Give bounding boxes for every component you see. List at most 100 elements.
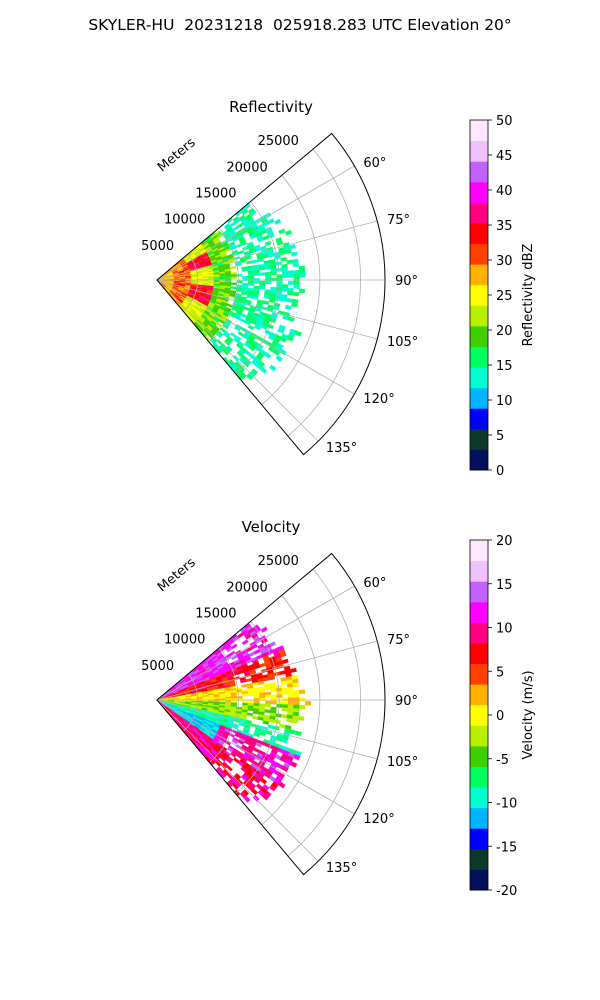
data-cell (282, 697, 289, 702)
range-ring (209, 647, 239, 763)
data-cell (213, 277, 220, 280)
data-cell (247, 707, 254, 712)
colorbar-segment (470, 202, 488, 224)
range-tick-label: 20000 (226, 580, 267, 595)
data-cell (253, 700, 260, 704)
data-cell (232, 355, 240, 362)
data-cell (253, 698, 260, 702)
data-cell (251, 259, 259, 264)
data-cell (243, 795, 251, 803)
data-cell (281, 707, 289, 712)
reflectivity-panel: Reflectivity60°75°90°105°120°135°5000100… (141, 98, 536, 479)
data-cell (267, 724, 275, 730)
data-cell (259, 662, 266, 668)
data-cell (265, 700, 272, 705)
data-cell (281, 765, 289, 773)
data-cell (281, 658, 289, 665)
data-cell (270, 271, 277, 276)
colorbar-segment (470, 264, 488, 286)
colorbar-tick-label: 45 (496, 149, 513, 164)
colorbar-tick-label: 40 (496, 184, 513, 199)
data-cell (236, 280, 243, 284)
data-cell (215, 332, 222, 338)
data-cell (284, 304, 292, 310)
radial-spoke (156, 699, 355, 815)
data-cell (269, 364, 277, 372)
data-cell (242, 245, 249, 251)
angle-tick-label: 135° (326, 861, 357, 876)
colorbar-segment (470, 161, 488, 183)
colorbar-segment (470, 346, 488, 368)
data-cell (270, 700, 277, 705)
data-cell (282, 274, 289, 278)
colorbar-tick-label: -20 (496, 884, 517, 899)
range-tick-label: 10000 (164, 633, 205, 648)
data-cell (259, 286, 266, 290)
data-cell (249, 210, 257, 217)
panel-title: Velocity (242, 518, 301, 536)
data-cell (289, 244, 297, 250)
data-cell (281, 287, 289, 292)
range-tick-label: 5000 (141, 239, 174, 254)
data-cell (242, 700, 249, 704)
data-cell (264, 685, 271, 690)
data-cell (259, 697, 266, 702)
data-cell (247, 280, 255, 284)
data-cell (287, 707, 294, 713)
data-cell (242, 360, 250, 368)
data-cell (248, 278, 255, 281)
colorbar-segment (470, 181, 488, 203)
colorbar-tick-label: 20 (496, 324, 513, 339)
colorbar-segment (470, 828, 488, 850)
panel-title: Reflectivity (229, 98, 313, 116)
data-cell (236, 273, 243, 277)
colorbar-tick-label: 0 (496, 709, 504, 724)
colorbar: -20 -15 -10 -5 0 5 10 15 20 Velocity (m/s) (469, 534, 536, 899)
data-cell (299, 273, 306, 278)
data-cell (235, 243, 242, 249)
angle-tick-label: 120° (363, 392, 394, 407)
data-cell (281, 738, 289, 744)
range-axis-label: Meters (155, 135, 199, 175)
data-cell (259, 695, 266, 699)
data-cell (279, 651, 287, 658)
data-cell (293, 281, 300, 286)
data-cell (226, 765, 233, 772)
data-cell (264, 240, 272, 246)
colorbar-tick-label: 0 (496, 464, 504, 479)
data-cell (242, 693, 249, 697)
colorbar-segment (470, 325, 488, 347)
data-cell (287, 287, 294, 293)
colorbar-segment (470, 663, 488, 685)
data-cell (287, 273, 294, 278)
data-cell (247, 700, 255, 704)
data-cell (222, 348, 230, 356)
radial-spoke (156, 699, 378, 760)
data-cell (265, 277, 272, 282)
range-ring (287, 148, 361, 437)
data-cell (251, 715, 259, 720)
data-cell (241, 683, 248, 688)
data-cell (293, 284, 300, 289)
radial-spoke (156, 279, 319, 442)
data-cell (236, 691, 243, 695)
data-cell (268, 675, 276, 681)
data-cell (270, 688, 277, 693)
data-cell (293, 277, 300, 282)
colorbar: 0 5 10 15 20 25 30 35 40 45 50 Reflectivity dBZ (469, 114, 536, 479)
data-cell (248, 345, 256, 352)
angle-tick-label: 90° (395, 694, 418, 709)
data-cell (280, 680, 288, 685)
data-cell (259, 283, 266, 287)
data-cell (266, 323, 274, 330)
angle-tick-label: 90° (395, 274, 418, 289)
data-cell (275, 355, 283, 363)
data-cell (219, 276, 226, 280)
data-cell (246, 260, 253, 265)
colorbar-tick-label: 15 (496, 578, 513, 593)
data-cell (264, 352, 272, 359)
data-cell (286, 718, 293, 723)
data-cell (259, 280, 266, 284)
data-cell (280, 297, 287, 302)
data-cell (259, 731, 267, 737)
